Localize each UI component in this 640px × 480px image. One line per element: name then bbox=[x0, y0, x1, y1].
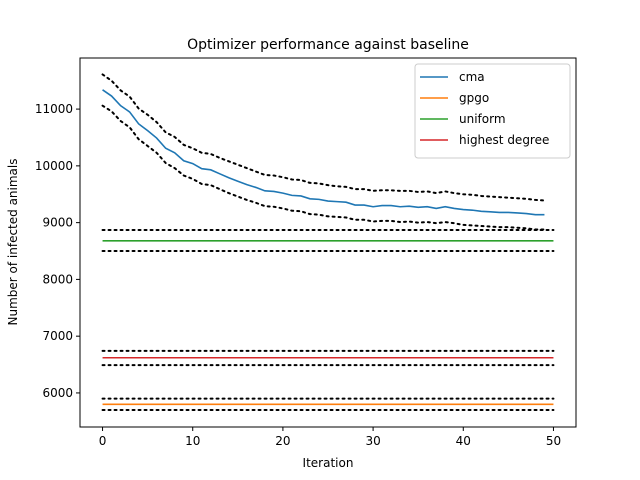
series-cma-line bbox=[102, 89, 545, 216]
x-tick-label: 20 bbox=[275, 434, 290, 448]
y-tick-label: 8000 bbox=[42, 272, 73, 286]
x-tick-label: 30 bbox=[365, 434, 380, 448]
x-tick-label: 10 bbox=[185, 434, 200, 448]
legend-label-uniform: uniform bbox=[459, 112, 506, 126]
y-tick-label: 11000 bbox=[35, 102, 73, 116]
y-tick-label: 6000 bbox=[42, 386, 73, 400]
y-tick-label: 10000 bbox=[35, 159, 73, 173]
series-cma-upper-bound bbox=[101, 73, 546, 202]
legend: cma gpgo uniform highest degree bbox=[414, 63, 571, 159]
y-tick-label: 7000 bbox=[42, 329, 73, 343]
legend-label-gpgo: gpgo bbox=[459, 91, 489, 105]
legend-label-highest-degree: highest degree bbox=[459, 133, 549, 147]
y-axis-label: Number of infected animals bbox=[6, 159, 20, 326]
x-tick-label: 50 bbox=[546, 434, 561, 448]
x-tick-label: 0 bbox=[99, 434, 107, 448]
series-cma-lower-bound bbox=[101, 104, 546, 231]
axes: 0 10 20 30 40 50 6000 7000 8000 9000 10000 11000 bbox=[35, 57, 577, 448]
y-tick-label: 9000 bbox=[42, 216, 73, 230]
chart-title: Optimizer performance against baseline bbox=[187, 37, 469, 53]
x-tick-label: 40 bbox=[456, 434, 471, 448]
plot-series bbox=[101, 73, 555, 411]
plot-frame bbox=[79, 57, 577, 428]
legend-box bbox=[414, 63, 571, 159]
legend-label-cma: cma bbox=[459, 70, 485, 84]
x-axis-label: Iteration bbox=[303, 456, 354, 470]
